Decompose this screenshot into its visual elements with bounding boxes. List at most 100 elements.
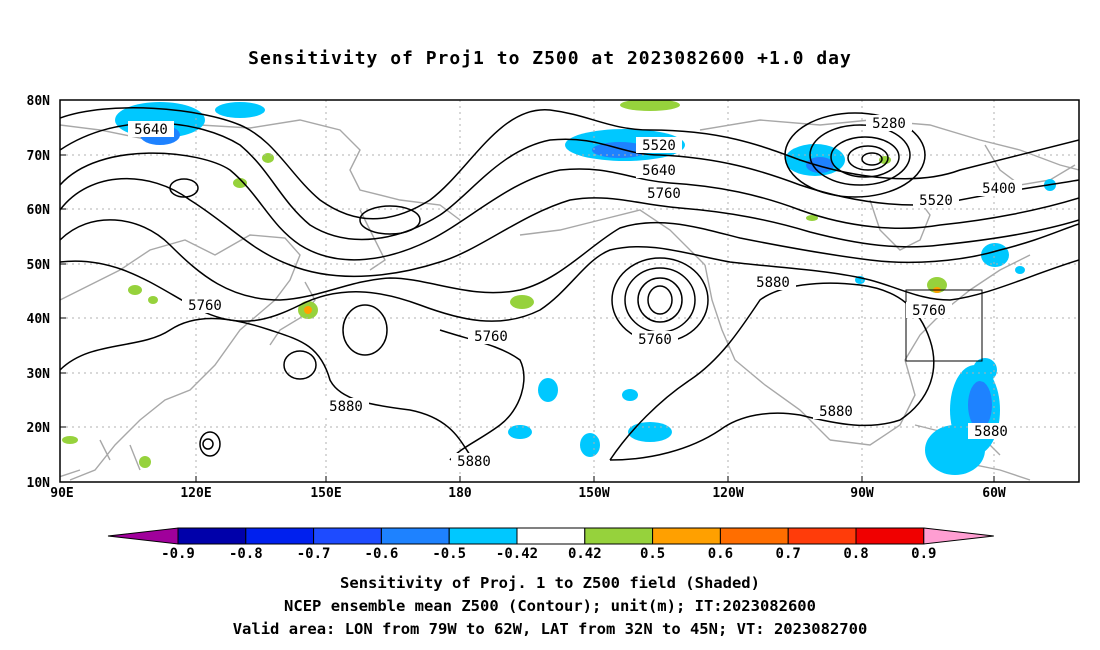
contour-line	[60, 219, 1079, 301]
colorbar-segment	[719, 527, 789, 545]
shade-negative	[538, 378, 558, 402]
lon-labels: 90E 120E 150E 180 150W 120W 90W 60W	[50, 486, 1006, 501]
colorbar-segment	[245, 527, 315, 545]
shade-negative	[806, 157, 834, 173]
shade-positive	[233, 178, 247, 188]
contour-label: 5640	[134, 122, 168, 138]
contour-line	[647, 285, 673, 315]
coast-asia	[60, 234, 301, 481]
contour-line	[60, 317, 471, 456]
colorbar-label: 0.42	[568, 546, 602, 562]
contour-label: 5760	[188, 298, 222, 314]
shade-positive	[128, 285, 142, 295]
shade-positive	[139, 456, 151, 468]
shade-positive	[927, 277, 947, 293]
lat-labels: 80N 70N 60N 50N 40N 30N 20N 10N	[27, 94, 51, 491]
shade-positive	[304, 306, 312, 314]
contour-line	[202, 438, 214, 450]
contour-label: 5760	[912, 303, 946, 319]
colorbar-label: -0.5	[432, 546, 466, 562]
colorbar-end-high	[923, 527, 994, 545]
coast-islands-pacific	[60, 439, 141, 478]
lat-label: 50N	[27, 258, 51, 273]
colorbar-segment	[652, 527, 721, 545]
coast-kamchatka	[359, 209, 386, 271]
lon-label: 180	[448, 486, 472, 501]
contour-label: 5520	[919, 193, 953, 209]
shade-positive	[806, 215, 818, 221]
contour-label: 5880	[457, 454, 491, 470]
contour-label: 5880	[974, 424, 1008, 440]
contour-line	[283, 350, 317, 380]
contour-label: 5640	[642, 163, 676, 179]
contour-line	[637, 277, 683, 323]
shade-positive	[62, 436, 78, 444]
caption-contour: NCEP ensemble mean Z500 (Contour); unit(…	[284, 597, 816, 615]
contour-line	[809, 124, 911, 186]
shade-negative	[508, 425, 532, 439]
contour-label: 5880	[329, 399, 363, 415]
valid-area-box	[905, 289, 983, 362]
contour-line	[169, 178, 199, 198]
shade-positive	[620, 100, 680, 111]
z500-contours	[60, 107, 1079, 461]
lon-label: 90E	[50, 486, 73, 501]
contour-label: 5520	[642, 138, 676, 154]
coast-alaska	[519, 209, 706, 266]
colorbar-segment	[516, 527, 586, 545]
shade-negative	[580, 433, 600, 457]
colorbar-segment	[855, 527, 925, 545]
shade-positive	[510, 295, 534, 309]
colorbar-segment	[313, 527, 382, 545]
contour-line	[60, 122, 1079, 241]
axis-ticks	[60, 154, 995, 482]
lon-label: 60W	[982, 486, 1006, 501]
contour-label: 5760	[474, 329, 508, 345]
colorbar-segment	[380, 527, 450, 545]
shade-positive	[148, 296, 158, 304]
contour-line	[342, 304, 388, 356]
colorbar-label: 0.8	[843, 546, 868, 562]
contour-line	[60, 245, 1079, 322]
contour-labels: 5640 5520 5280 5640 5760 5400 5520 5760 …	[128, 115, 1022, 470]
gridlines	[60, 100, 1079, 482]
shade-negative	[592, 142, 648, 158]
lon-label: 120E	[180, 486, 211, 501]
plot-frame	[59, 99, 1080, 483]
colorbar: -0.9 -0.8 -0.7 -0.6 -0.5 -0.42 0.42 0.5 0.6 0.7 0.…	[107, 527, 994, 562]
lon-label: 150W	[578, 486, 609, 501]
contour-line	[861, 152, 883, 166]
contour-line	[359, 205, 421, 235]
contour-line	[784, 112, 926, 198]
shade-negative	[973, 358, 997, 382]
lon-label: 90W	[850, 486, 874, 501]
colorbar-segment	[584, 527, 654, 545]
coast-canada-arctic	[699, 119, 1079, 171]
colorbar-label: -0.9	[161, 546, 195, 562]
lat-label: 60N	[27, 203, 51, 218]
colorbar-label: 0.9	[911, 546, 936, 562]
colorbar-label: -0.7	[297, 546, 331, 562]
lat-label: 30N	[27, 367, 51, 382]
contour-label: 5400	[982, 181, 1016, 197]
shade-negative	[981, 243, 1009, 267]
lat-label: 70N	[27, 149, 51, 164]
contour-line	[60, 152, 1079, 261]
contour-label: 5880	[756, 275, 790, 291]
shade-negative	[622, 389, 638, 401]
colorbar-segment	[448, 527, 518, 545]
contour-label: 5880	[819, 404, 853, 420]
colorbar-label: -0.8	[229, 546, 263, 562]
shade-negative	[628, 422, 672, 442]
colorbar-label: -0.42	[496, 546, 538, 562]
map-title: Sensitivity of Proj1 to Z500 at 20230826…	[248, 48, 852, 69]
shade-negative	[1015, 266, 1025, 274]
shade-positive	[262, 153, 274, 163]
colorbar-label: 0.7	[776, 546, 801, 562]
lat-label: 10N	[27, 476, 51, 491]
plot-area	[60, 100, 1079, 482]
contour-line	[847, 145, 889, 171]
lat-label: 80N	[27, 94, 51, 109]
contour-label: 5760	[638, 332, 672, 348]
